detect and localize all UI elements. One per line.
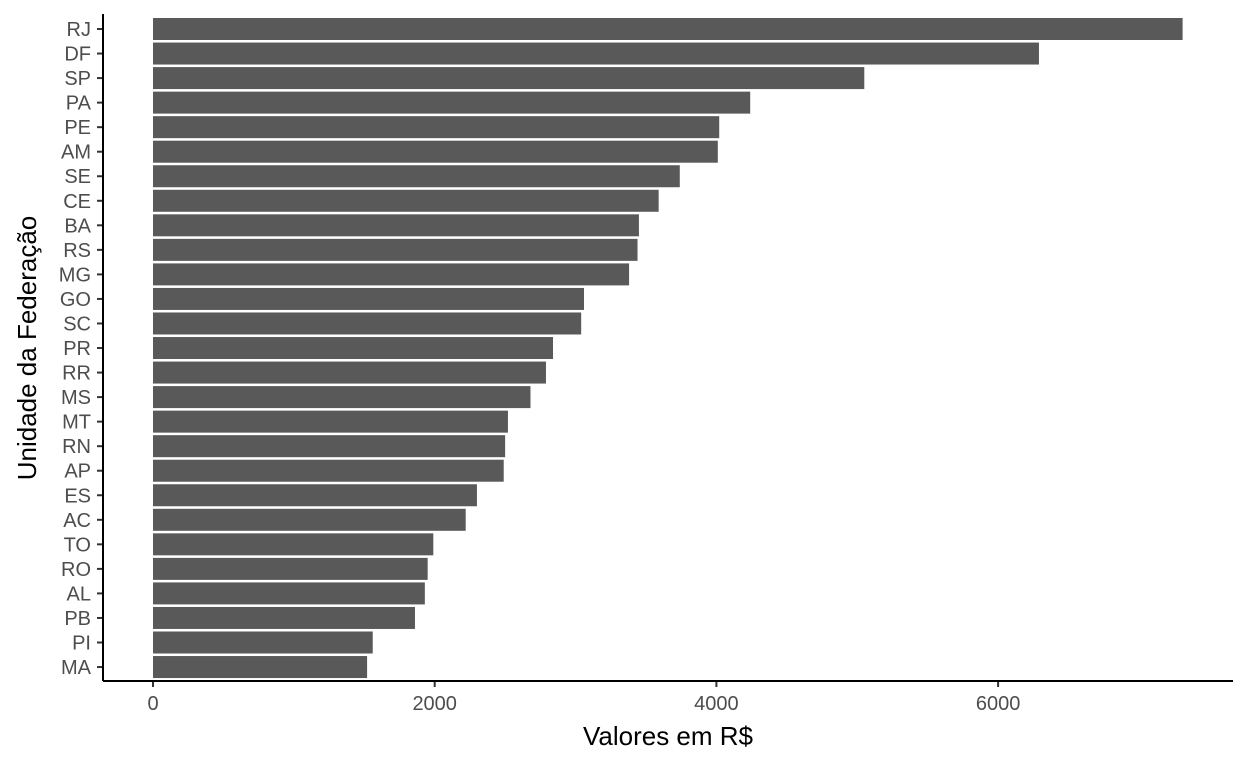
bar-ap — [153, 459, 504, 482]
y-tick-label-pr: PR — [63, 338, 91, 360]
bar-mt — [153, 410, 508, 433]
y-tick-label-rr: RR — [62, 363, 91, 385]
y-tick-label-pi: PI — [72, 633, 91, 655]
bar-ba — [153, 214, 639, 237]
bar-sp — [153, 67, 865, 90]
x-tick-label-4000: 4000 — [694, 693, 739, 715]
bars-group — [153, 18, 1183, 679]
bar-sc — [153, 312, 582, 335]
bar-ce — [153, 189, 659, 212]
y-tick-label-ms: MS — [61, 387, 91, 409]
bar-ms — [153, 386, 531, 409]
bar-pe — [153, 116, 720, 139]
y-tick-label-ma: MA — [61, 657, 92, 679]
y-tick-label-go: GO — [60, 289, 91, 311]
y-tick-label-se: SE — [64, 166, 91, 188]
bar-go — [153, 287, 584, 310]
y-tick-label-sc: SC — [63, 313, 91, 335]
y-tick-label-es: ES — [64, 485, 91, 507]
y-tick-label-df: DF — [64, 44, 91, 66]
y-tick-label-pb: PB — [64, 608, 91, 630]
bar-pa — [153, 91, 751, 114]
y-tick-label-mt: MT — [62, 412, 91, 434]
bar-pr — [153, 337, 554, 360]
y-tick-label-am: AM — [61, 142, 91, 164]
y-tick-label-sp: SP — [64, 68, 91, 90]
y-tick-label-to: TO — [64, 534, 91, 556]
bar-ac — [153, 508, 466, 531]
x-tick-label-6000: 6000 — [976, 693, 1021, 715]
y-tick-label-rj: RJ — [67, 19, 91, 41]
bar-ro — [153, 557, 428, 580]
y-tick-label-al: AL — [67, 583, 91, 605]
bar-rr — [153, 361, 546, 384]
y-tick-label-ba: BA — [64, 215, 91, 237]
bar-pi — [153, 631, 373, 654]
bar-mg — [153, 263, 630, 286]
x-axis-ticks: 0 2000 4000 6000 — [147, 681, 1020, 715]
y-tick-label-mg: MG — [59, 264, 91, 286]
y-tick-label-rn: RN — [62, 436, 91, 458]
bar-to — [153, 533, 434, 556]
bar-ma — [153, 656, 368, 679]
y-tick-label-ap: AP — [64, 461, 91, 483]
y-tick-label-pe: PE — [64, 117, 91, 139]
bar-am — [153, 140, 718, 163]
x-tick-label-2000: 2000 — [412, 693, 457, 715]
y-tick-label-ac: AC — [63, 510, 91, 532]
bar-rn — [153, 435, 506, 458]
x-axis-title: Valores em R$ — [583, 721, 754, 751]
bar-pb — [153, 606, 415, 629]
y-tick-label-ro: RO — [61, 559, 91, 581]
bar-rj — [153, 18, 1183, 40]
bar-rs — [153, 238, 638, 261]
bar-es — [153, 484, 477, 507]
y-axis-title: Unidade da Federação — [12, 216, 42, 481]
bar-se — [153, 165, 680, 188]
x-tick-label-0: 0 — [147, 693, 158, 715]
y-tick-label-ce: CE — [63, 191, 91, 213]
bar-df — [153, 42, 1039, 65]
y-tick-label-rs: RS — [63, 240, 91, 262]
y-tick-label-pa: PA — [66, 93, 92, 115]
bar-al — [153, 582, 425, 605]
